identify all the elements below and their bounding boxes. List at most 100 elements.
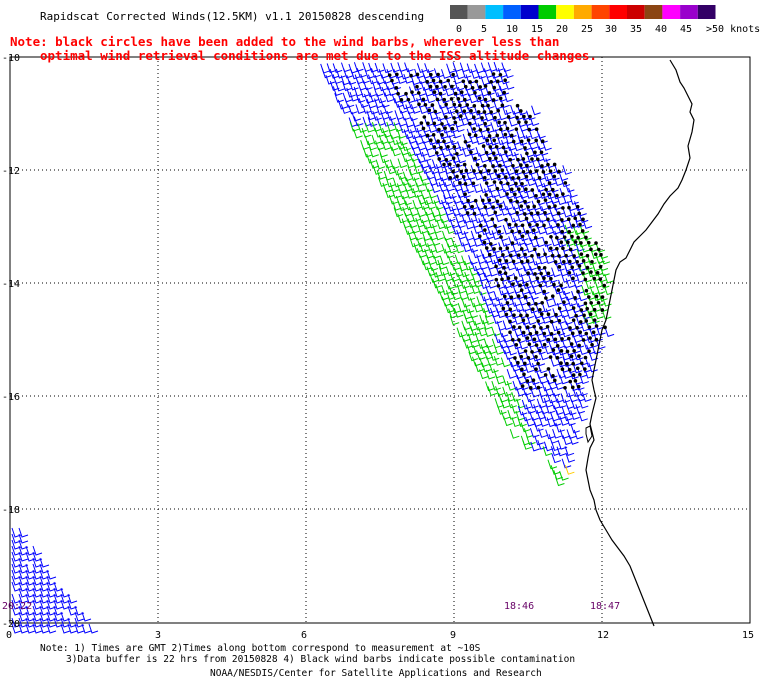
wind-barb <box>456 97 468 109</box>
wind-barb <box>390 78 402 91</box>
wind-barb <box>493 195 504 206</box>
wind-barb <box>528 386 540 398</box>
wind-barb <box>479 314 489 325</box>
map-title: Rapidscat Corrected Winds(12.5KM) v1.1 2… <box>40 10 424 23</box>
wind-barb <box>393 122 404 132</box>
wind-barb <box>495 133 507 146</box>
wind-barb <box>560 296 570 307</box>
wind-barb <box>381 86 392 97</box>
wind-barb <box>386 164 397 175</box>
wind-barb <box>570 265 582 277</box>
wind-barb <box>407 165 418 176</box>
wind-barb <box>379 153 390 164</box>
wind-barb <box>382 117 393 127</box>
wind-barb <box>408 86 419 97</box>
wind-barb <box>438 171 448 182</box>
wind-barb <box>504 217 516 230</box>
wind-barb <box>502 320 513 331</box>
wind-barb <box>548 169 560 181</box>
wind-barb <box>502 224 513 235</box>
wind-barb <box>11 599 22 610</box>
wind-barb <box>550 212 561 223</box>
wind-barb <box>332 63 343 74</box>
wind-barb <box>384 80 395 91</box>
wind-barb <box>462 204 474 217</box>
wind-barb <box>587 325 599 337</box>
wind-barb <box>542 331 554 344</box>
wind-barb <box>551 416 562 427</box>
wind-barb <box>525 379 537 391</box>
wind-barb <box>460 279 470 289</box>
lat-label: -10 <box>2 53 20 64</box>
wind-barb <box>516 253 528 265</box>
wind-barb <box>384 133 395 144</box>
wind-barb <box>534 330 546 343</box>
wind-barb <box>520 422 531 433</box>
wind-barb <box>478 223 490 236</box>
note-line-2: optimal wind retrieval conditions are me… <box>40 48 597 63</box>
wind-barb <box>552 282 564 295</box>
wind-barb <box>474 265 485 276</box>
wind-barb <box>433 68 444 79</box>
wind-barb <box>598 264 610 277</box>
wind-barb <box>494 156 506 168</box>
wind-barb <box>495 386 505 396</box>
wind-barb <box>508 253 520 265</box>
wind-barb <box>443 84 455 97</box>
wind-barb <box>510 229 522 241</box>
wind-barb <box>501 290 512 301</box>
wind-barb <box>590 342 602 355</box>
wind-barb <box>481 362 492 373</box>
wind-barb <box>496 405 507 415</box>
wind-barb <box>451 156 463 168</box>
wind-barb <box>445 266 456 277</box>
wind-barb <box>486 127 498 140</box>
wind-barb <box>25 545 36 556</box>
wind-barb <box>11 581 22 592</box>
wind-barb <box>555 410 566 420</box>
wind-barb <box>516 360 528 373</box>
wind-barb <box>441 110 452 120</box>
wind-barb <box>592 291 603 302</box>
wind-barb <box>516 157 528 170</box>
wind-barb <box>529 211 541 223</box>
wind-barb <box>550 345 560 356</box>
wind-barb <box>395 72 407 85</box>
wind-barb <box>538 133 548 144</box>
wind-barb <box>502 200 513 211</box>
wind-barb <box>522 440 532 450</box>
wind-barb <box>504 350 514 360</box>
wind-barb <box>468 255 478 265</box>
wind-barb <box>367 74 378 85</box>
wind-barb <box>529 290 539 301</box>
wind-barb <box>368 62 378 73</box>
wind-barb <box>581 285 592 296</box>
legend-swatch <box>644 5 663 19</box>
wind-barb <box>536 211 547 223</box>
wind-barb <box>377 81 388 92</box>
wind-barb <box>589 247 601 259</box>
wind-barb <box>447 189 457 200</box>
wind-barb <box>536 398 547 409</box>
wind-barb <box>436 139 448 151</box>
legend-swatch <box>627 5 645 19</box>
time-label-2: 18:46 <box>504 601 534 612</box>
wind-barb <box>53 593 64 604</box>
wind-barb <box>423 102 435 115</box>
wind-barb <box>511 392 521 402</box>
wind-barb <box>46 575 57 586</box>
legend-label: 45 <box>680 24 692 35</box>
wind-barb <box>437 259 447 270</box>
wind-barb <box>39 587 50 598</box>
wind-barb <box>418 146 428 157</box>
wind-barb <box>478 260 488 270</box>
wind-barb <box>464 326 474 337</box>
wind-barb <box>374 75 385 85</box>
wind-barb <box>451 303 461 314</box>
wind-barb <box>596 300 608 313</box>
wind-barb <box>534 138 546 150</box>
wind-barb <box>533 235 545 248</box>
wind-barb <box>506 380 517 391</box>
wind-barb <box>562 315 573 326</box>
